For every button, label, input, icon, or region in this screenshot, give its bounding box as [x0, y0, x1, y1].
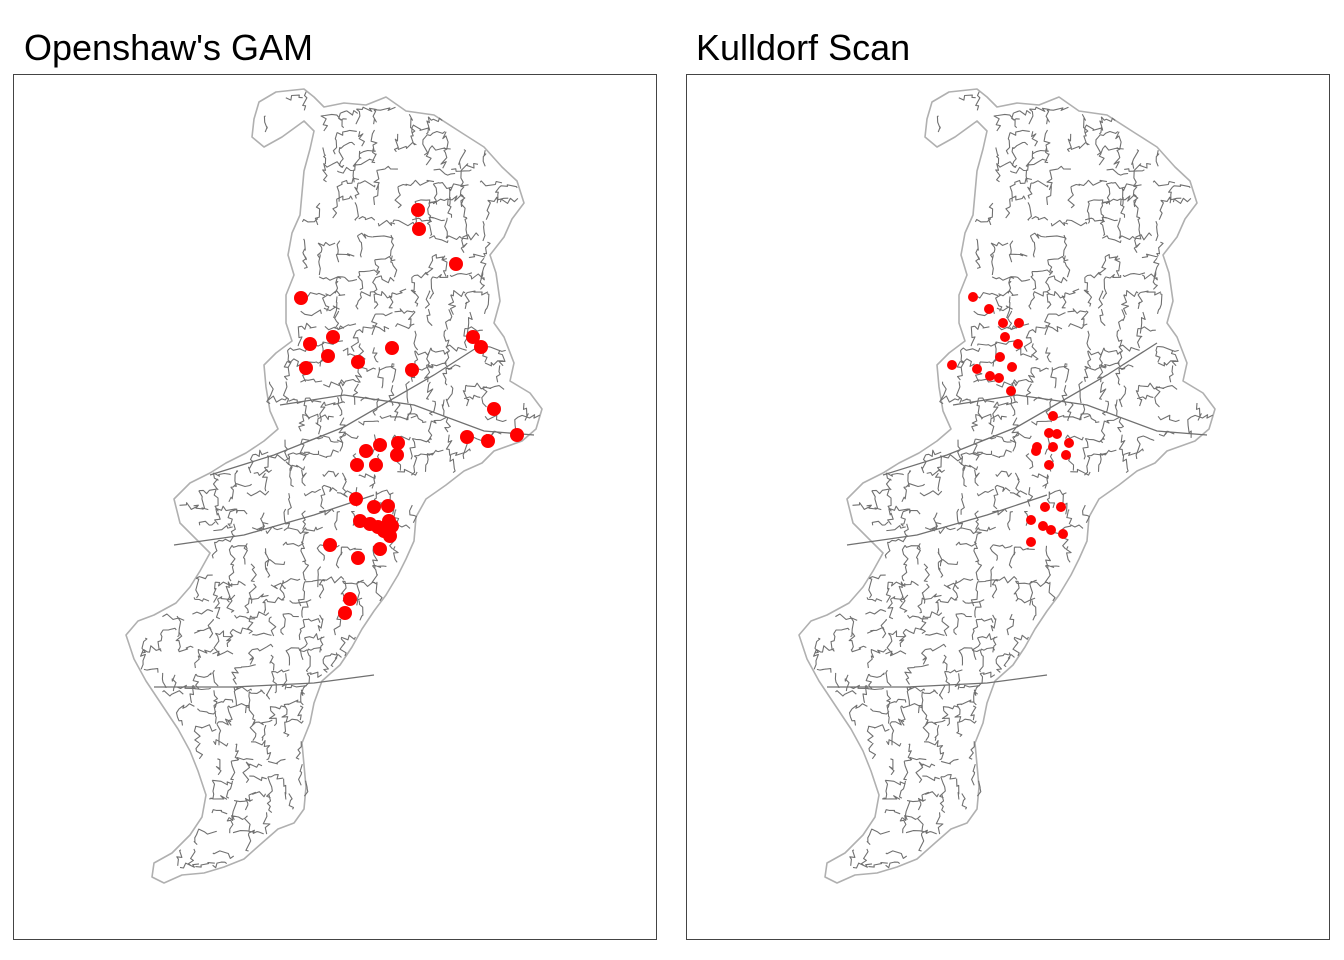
cluster-point: [985, 371, 995, 381]
cluster-point: [1048, 411, 1058, 421]
gam-map-canvas: [125, 88, 543, 884]
cluster-point: [351, 355, 365, 369]
cluster-point: [405, 363, 419, 377]
major-boundary-line: [827, 674, 1048, 688]
cluster-point: [1006, 386, 1016, 396]
cluster-point: [460, 430, 474, 444]
cluster-point: [373, 438, 387, 452]
cluster-point: [1056, 502, 1066, 512]
major-boundary-line: [154, 674, 375, 688]
cluster-points: [947, 292, 1074, 547]
ward-boundaries: [125, 88, 543, 884]
ward-boundaries: [798, 88, 1216, 884]
cluster-point: [972, 364, 982, 374]
cluster-point: [390, 448, 404, 462]
cluster-point: [487, 402, 501, 416]
cluster-point: [481, 434, 495, 448]
cluster-point: [1061, 450, 1071, 460]
kulldorf-map-canvas: [798, 88, 1216, 884]
cluster-point: [349, 492, 363, 506]
kulldorf-map-panel[interactable]: [686, 74, 1330, 940]
cluster-point: [968, 292, 978, 302]
cluster-point: [1040, 502, 1050, 512]
cluster-point: [412, 222, 426, 236]
cluster-point: [299, 361, 313, 375]
cluster-point: [466, 330, 480, 344]
cluster-point: [294, 291, 308, 305]
cluster-point: [1007, 362, 1017, 372]
cluster-point: [338, 606, 352, 620]
cluster-point: [474, 340, 488, 354]
cluster-point: [326, 330, 340, 344]
cluster-point: [385, 341, 399, 355]
cluster-point: [1044, 428, 1054, 438]
cluster-point: [1058, 529, 1068, 539]
cluster-point: [1046, 525, 1056, 535]
cluster-point: [411, 203, 425, 217]
cluster-point: [1013, 339, 1023, 349]
cluster-point: [994, 373, 1004, 383]
cluster-point: [303, 337, 317, 351]
cluster-point: [367, 500, 381, 514]
gam-map-title: Openshaw's GAM: [24, 27, 313, 68]
cluster-point: [373, 542, 387, 556]
cluster-point: [1000, 332, 1010, 342]
cluster-point: [1014, 318, 1024, 328]
cluster-point: [359, 444, 373, 458]
cluster-point: [1052, 429, 1062, 439]
cluster-point: [391, 436, 405, 450]
cluster-point: [350, 458, 364, 472]
cluster-point: [1048, 442, 1058, 452]
kulldorf-map-title: Kulldorf Scan: [696, 27, 911, 68]
cluster-point: [947, 360, 957, 370]
cluster-point: [383, 529, 397, 543]
major-boundary-line: [279, 394, 535, 436]
district-outline: [125, 88, 543, 884]
cluster-point: [381, 499, 395, 513]
major-boundary-line: [846, 494, 1048, 546]
cluster-point: [1026, 515, 1036, 525]
cluster-points: [294, 203, 524, 620]
major-boundary-line: [952, 394, 1208, 436]
cluster-point: [343, 592, 357, 606]
cluster-point: [323, 538, 337, 552]
major-boundary-line: [209, 342, 485, 476]
cluster-point: [1031, 446, 1041, 456]
cluster-point: [369, 458, 383, 472]
ward-boundary-lines: [140, 91, 541, 869]
major-boundary-line: [882, 342, 1158, 476]
cluster-point: [351, 551, 365, 565]
cluster-point: [510, 428, 524, 442]
cluster-point: [321, 349, 335, 363]
ward-boundary-lines: [813, 91, 1214, 869]
cluster-point: [1044, 460, 1054, 470]
cluster-point: [1064, 438, 1074, 448]
district-outline: [798, 88, 1216, 884]
cluster-point: [995, 352, 1005, 362]
cluster-point: [1038, 521, 1048, 531]
cluster-point: [984, 304, 994, 314]
major-boundary-line: [173, 494, 375, 546]
cluster-point: [449, 257, 463, 271]
cluster-point: [998, 318, 1008, 328]
cluster-point: [1026, 537, 1036, 547]
gam-map-panel[interactable]: [13, 74, 657, 940]
